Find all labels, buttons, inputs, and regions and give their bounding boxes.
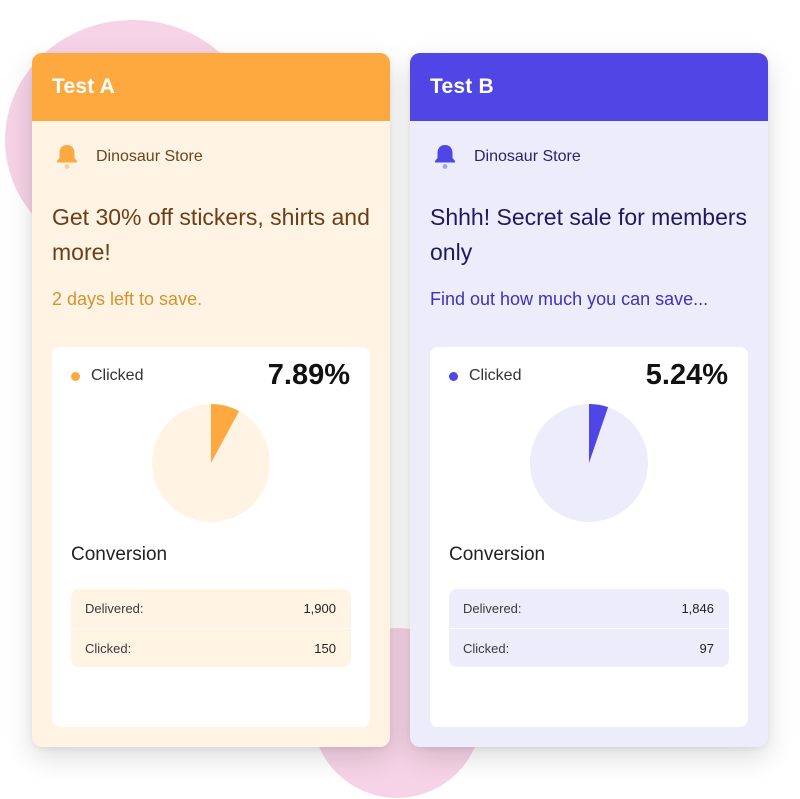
metrics-table: Delivered: 1,900 Clicked: 150 — [71, 589, 351, 667]
legend-label: Clicked — [469, 367, 522, 384]
metrics-table: Delivered: 1,846 Clicked: 97 — [449, 589, 729, 667]
legend: Clicked — [71, 367, 143, 385]
metric-row-clicked: Clicked: 150 — [71, 628, 351, 667]
metric-label: Delivered: — [463, 601, 522, 616]
clicked-pie-chart — [152, 404, 270, 522]
bell-icon — [57, 145, 77, 169]
legend-dot — [71, 371, 80, 381]
bell-icon — [435, 145, 455, 169]
metric-row-delivered: Delivered: 1,846 — [449, 589, 729, 628]
sender-row: Dinosaur Store — [54, 143, 203, 171]
metric-label: Clicked: — [463, 640, 510, 656]
conversion-label: Conversion — [71, 544, 168, 565]
metric-value: 150 — [314, 640, 336, 656]
metric-value: 1,900 — [303, 601, 336, 616]
card-title: Test A — [32, 53, 390, 121]
metric-value: 97 — [699, 640, 714, 656]
notification-headline: Get 30% off stickers, shirts and more! — [52, 204, 370, 265]
legend: Clicked — [449, 367, 521, 385]
metric-row-clicked: Clicked: 97 — [449, 628, 729, 667]
metric-label: Delivered: — [85, 601, 144, 616]
notification-subline: Find out how much you can save... — [430, 289, 709, 309]
pie-slice-clicked — [211, 404, 240, 463]
stats-panel: Clicked 5.24% Conversion Delivered: 1,84… — [430, 347, 748, 727]
clicked-pie-chart — [530, 404, 648, 522]
notification-subline: 2 days left to save. — [52, 289, 203, 309]
test-b-card: Test B Dinosaur Store Shhh! Secret sale … — [410, 53, 768, 747]
pie-slice-clicked — [589, 404, 609, 463]
metric-value: 1,846 — [681, 601, 714, 616]
sender-row: Dinosaur Store — [432, 143, 581, 171]
metric-row-delivered: Delivered: 1,900 — [71, 589, 351, 628]
notification-headline: Shhh! Secret sale for members only — [430, 204, 748, 265]
test-a-card: Test A Dinosaur Store Get 30% off sticke… — [32, 53, 390, 747]
clicked-percent: 7.89% — [267, 359, 350, 391]
sender-name: Dinosaur Store — [96, 148, 203, 165]
clicked-percent: 5.24% — [645, 359, 728, 391]
metric-label: Clicked: — [85, 640, 132, 656]
stats-panel: Clicked 7.89% Conversion Delivered: 1,90… — [52, 347, 370, 727]
legend-label: Clicked — [91, 367, 144, 384]
conversion-label: Conversion — [449, 544, 546, 565]
legend-dot — [449, 371, 458, 381]
card-title: Test B — [410, 53, 768, 121]
sender-name: Dinosaur Store — [474, 148, 581, 165]
